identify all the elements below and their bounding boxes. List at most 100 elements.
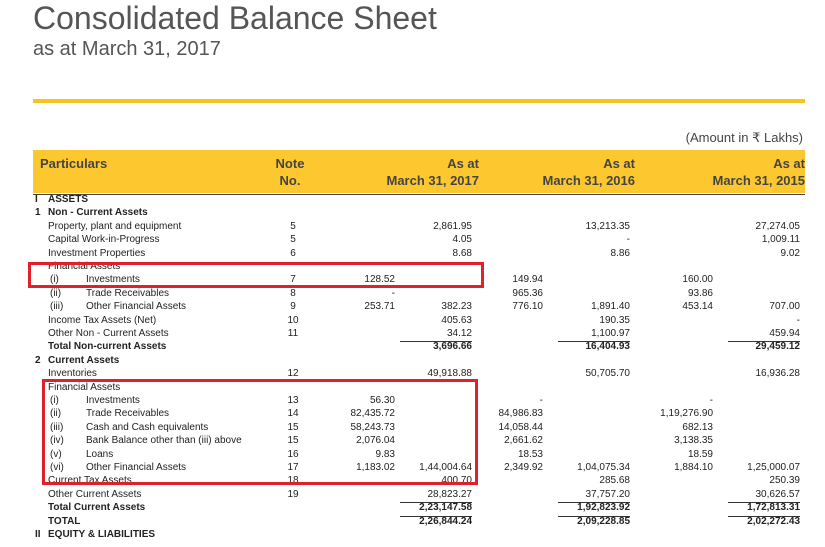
amount: - <box>626 234 630 246</box>
row-label: Other Non - Current Assets <box>48 328 169 339</box>
note-number: 7 <box>290 274 296 286</box>
row-label: EQUITY & LIABILITIES <box>48 529 156 540</box>
column-header: As at March 31, 2016 <box>542 156 635 188</box>
amount: 682.13 <box>682 421 713 433</box>
amount: 459.94 <box>769 328 800 339</box>
row-label: Cash and Cash equivalents <box>86 421 209 433</box>
amount: 1,72,813.31 <box>747 502 800 514</box>
highlight-box <box>42 379 478 485</box>
amount: 1,183.02 <box>356 462 395 473</box>
note-number: 19 <box>287 488 299 500</box>
total-rule <box>400 502 472 504</box>
note-number: 18 <box>287 475 299 487</box>
amount: 1,891.40 <box>591 301 630 313</box>
amount: 1,009.11 <box>761 234 800 246</box>
note-number: 10 <box>287 314 299 326</box>
note-number: 12 <box>287 368 299 380</box>
row-label: Other Financial Assets <box>86 462 187 473</box>
amount: 2,09,228.85 <box>577 515 630 527</box>
amount: 84,986.83 <box>498 408 544 420</box>
note-number: 16 <box>287 448 299 460</box>
table-header <box>33 150 805 193</box>
amount: 128.52 <box>364 274 395 286</box>
note-number: 8 <box>290 287 296 299</box>
amount: 1,92,823.92 <box>577 502 630 514</box>
amount: 18.53 <box>517 448 543 460</box>
amount: 4.05 <box>452 234 472 246</box>
row-label: Total Non-current Assets <box>48 341 167 353</box>
amount: 29,459.12 <box>755 341 801 353</box>
row-label: Non - Current Assets <box>48 207 148 219</box>
row-label: Current Assets <box>48 354 120 366</box>
row-label: Current Tax Assets <box>48 475 132 487</box>
row-label: Investment Properties <box>48 247 146 259</box>
title: Consolidated Balance Sheet <box>33 0 437 36</box>
row-label: Income Tax Assets (Net) <box>48 314 157 326</box>
total-rule <box>558 502 630 504</box>
amount: 160.00 <box>682 274 713 286</box>
subtitle: as at March 31, 2017 <box>33 38 221 60</box>
amount: 34.12 <box>446 328 472 339</box>
amount: 28,823.27 <box>427 488 473 500</box>
row-label: Investments <box>86 395 140 406</box>
row-label: Trade Receivables <box>86 287 170 299</box>
amount: 400.70 <box>441 475 472 487</box>
row-label: Capital Work-in-Progress <box>48 234 160 246</box>
amount: 253.71 <box>364 301 395 313</box>
amount: 2,02,272.43 <box>747 515 800 527</box>
amount: 405.63 <box>441 314 472 326</box>
total-rule <box>400 515 472 517</box>
amount: 30,626.57 <box>755 488 801 500</box>
row-label: TOTAL <box>48 515 81 527</box>
column-header: Note No. <box>275 156 305 188</box>
row-number: (v) <box>50 448 62 460</box>
row-number: II <box>35 529 41 540</box>
amount: 285.68 <box>599 475 630 487</box>
row-number: (i) <box>50 274 59 286</box>
row-label: Inventories <box>48 368 97 380</box>
amount: 37,757.20 <box>585 488 631 500</box>
amount: 1,100.97 <box>591 328 630 339</box>
row-label: Financial Assets <box>48 381 121 393</box>
row-number: (iv) <box>50 435 64 447</box>
amount: 965.36 <box>512 287 543 299</box>
amount: 50,705.70 <box>585 368 631 380</box>
amount: 1,04,075.34 <box>577 462 630 473</box>
row-number: 2 <box>35 354 41 366</box>
amount: 13,213.35 <box>585 220 631 232</box>
amount: 16,936.28 <box>755 368 801 380</box>
amount: 56.30 <box>369 395 395 406</box>
amount: 1,884.10 <box>674 462 713 473</box>
note-number: 6 <box>290 247 296 259</box>
amount: - <box>709 395 713 406</box>
row-number: (ii) <box>50 287 62 299</box>
amount: 18.59 <box>687 448 713 460</box>
amount: 93.86 <box>687 287 713 299</box>
row-label: Other Financial Assets <box>86 301 187 313</box>
amount: 776.10 <box>512 301 543 313</box>
amount: 2,23,147.58 <box>419 502 472 514</box>
row-number: 1 <box>35 207 41 219</box>
total-rule <box>558 515 630 517</box>
amount: 9.83 <box>375 448 395 460</box>
row-label: ASSETS <box>48 194 89 205</box>
amount: 2,861.95 <box>433 220 472 232</box>
highlight-box <box>28 262 484 288</box>
note-number: 9 <box>290 301 296 313</box>
amount: 14,058.44 <box>498 421 544 433</box>
amount: 1,44,004.64 <box>419 462 472 473</box>
row-label: Other Current Assets <box>48 488 142 500</box>
unit-note: (Amount in ₹ Lakhs) <box>685 130 803 145</box>
amount: 453.14 <box>682 301 713 313</box>
row-label: Loans <box>86 448 114 460</box>
header-rule <box>33 194 805 195</box>
amount: 82,435.72 <box>350 408 396 420</box>
amount: - <box>796 314 800 326</box>
amount: 16,404.93 <box>585 341 631 353</box>
amount: 707.00 <box>769 301 800 313</box>
note-number: 14 <box>287 408 299 420</box>
amount: 3,696.66 <box>433 341 472 353</box>
column-header: As at March 31, 2015 <box>712 156 805 188</box>
amount: 2,349.92 <box>504 462 543 473</box>
